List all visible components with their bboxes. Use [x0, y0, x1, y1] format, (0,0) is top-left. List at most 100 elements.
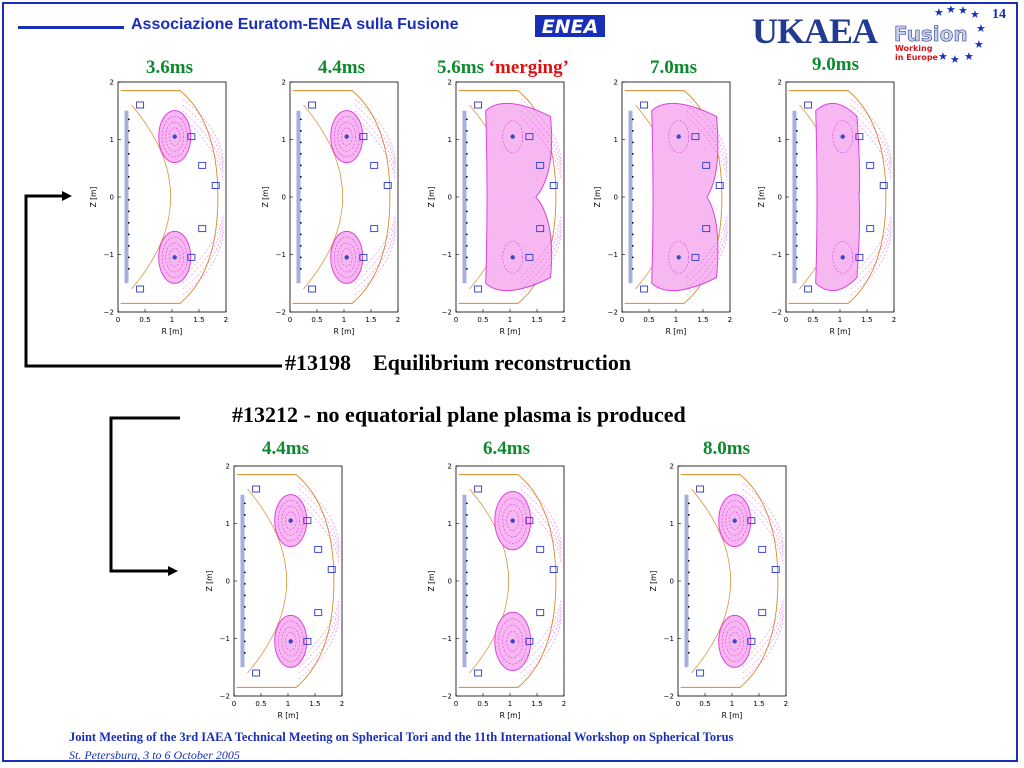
pf-coil: [758, 609, 767, 617]
x-tick-label: 2: [562, 316, 566, 324]
pf-coil: [747, 517, 756, 525]
coil-marker: [465, 605, 468, 608]
coil-marker: [299, 129, 302, 132]
flux-contour: [284, 511, 297, 530]
coil-marker: [687, 536, 690, 539]
bottom-bracket-arrow: [109, 416, 180, 576]
x-tick-label: 1: [342, 316, 346, 324]
pf-coil: [252, 669, 261, 677]
coil-marker: [687, 513, 690, 516]
coil-marker: [299, 164, 302, 167]
svg-text:★: ★: [950, 53, 960, 64]
coil-marker: [243, 582, 246, 585]
pf-coil: [327, 566, 336, 573]
coil-marker: [631, 233, 634, 236]
flux-contour: [333, 116, 360, 158]
vessel-outline: [788, 90, 887, 304]
y-tick-label: 1: [448, 520, 452, 528]
y-tick-label: −2: [608, 309, 618, 317]
flux-contour: [340, 127, 353, 146]
field-line: [298, 603, 340, 668]
coil-marker: [687, 651, 690, 654]
flux-contour: [333, 236, 360, 278]
svg-text:★: ★: [934, 6, 944, 19]
coil-marker: [465, 548, 468, 551]
coil-marker: [631, 118, 634, 121]
x-axis-label: R [m]: [722, 711, 743, 720]
flux-contour: [506, 510, 520, 531]
y-tick-label: 1: [282, 136, 286, 144]
field-line: [182, 225, 224, 290]
coil-marker: [465, 536, 468, 539]
merging-note: ‘merging’: [488, 57, 569, 78]
coil-marker: [631, 141, 634, 144]
pf-coil: [536, 609, 545, 617]
field-line: [520, 494, 562, 559]
separatrix: [303, 104, 343, 290]
coil-marker: [127, 164, 130, 167]
flux-contour: [161, 236, 188, 278]
coil-marker: [631, 129, 634, 132]
y-axis-label: Z [m]: [427, 571, 436, 592]
x-tick-label: 0: [620, 316, 624, 324]
coil-marker: [465, 267, 468, 270]
equilibrium-plot-top-4: 0 0.5 1 1.5 2 2 1 0 −1 −2 R [m] Z [m]: [584, 76, 746, 344]
field-line: [850, 214, 892, 278]
merged-plasma: [485, 102, 553, 292]
coil-marker: [127, 198, 130, 201]
coil-marker: [127, 221, 130, 224]
field-line: [686, 110, 728, 175]
field-line: [686, 104, 728, 169]
field-line: [742, 500, 784, 564]
y-tick-label: −1: [772, 251, 782, 259]
flux-contour: [721, 500, 748, 542]
x-tick-label: 1.5: [697, 316, 708, 324]
field-line: [182, 231, 224, 295]
pf-coil: [211, 182, 220, 189]
magnetic-axis: [172, 255, 177, 260]
coil-marker: [795, 187, 798, 190]
pf-coil: [702, 225, 711, 233]
coil-marker: [465, 502, 468, 505]
svg-text:★: ★: [976, 22, 986, 35]
pf-coil: [758, 545, 767, 553]
y-tick-label: −1: [220, 635, 230, 643]
pf-coil: [866, 225, 875, 233]
y-tick-label: 0: [614, 194, 618, 202]
coil-marker: [127, 256, 130, 259]
pf-coil: [474, 285, 483, 293]
top-caption-shot: #13198: [285, 350, 351, 375]
vessel-outline: [120, 90, 219, 304]
x-tick-label: 1: [508, 700, 512, 708]
field-line: [686, 99, 728, 163]
pf-coil: [525, 637, 534, 645]
fusion-tagline-1: Working: [895, 44, 933, 53]
field-line: [742, 488, 784, 553]
y-tick-label: 1: [778, 136, 782, 144]
x-tick-label: 0.5: [255, 700, 266, 708]
coil-marker: [243, 559, 246, 562]
x-tick-label: 0.5: [139, 316, 150, 324]
field-line: [742, 598, 784, 662]
field-line: [354, 104, 396, 169]
coil-marker: [299, 152, 302, 155]
flux-contour: [502, 241, 523, 274]
pf-coil: [525, 517, 534, 525]
coil-marker: [243, 594, 246, 597]
coil-marker: [795, 221, 798, 224]
x-tick-label: 1.5: [365, 316, 376, 324]
x-tick-label: 1: [170, 316, 174, 324]
y-tick-label: −2: [442, 309, 452, 317]
y-tick-label: 0: [448, 194, 452, 202]
x-tick-label: 2: [562, 700, 566, 708]
y-tick-label: 0: [226, 578, 230, 586]
field-line: [686, 116, 728, 180]
coil-marker: [687, 617, 690, 620]
flux-contour: [502, 120, 523, 153]
field-line: [850, 99, 892, 163]
flux-contour: [165, 121, 184, 152]
field-line: [182, 214, 224, 278]
pf-coil: [855, 253, 864, 261]
equilibrium-plot-bottom-3: 0 0.5 1 1.5 2 2 1 0 −1 −2 R [m] Z [m]: [640, 460, 802, 728]
coil-marker: [465, 559, 468, 562]
